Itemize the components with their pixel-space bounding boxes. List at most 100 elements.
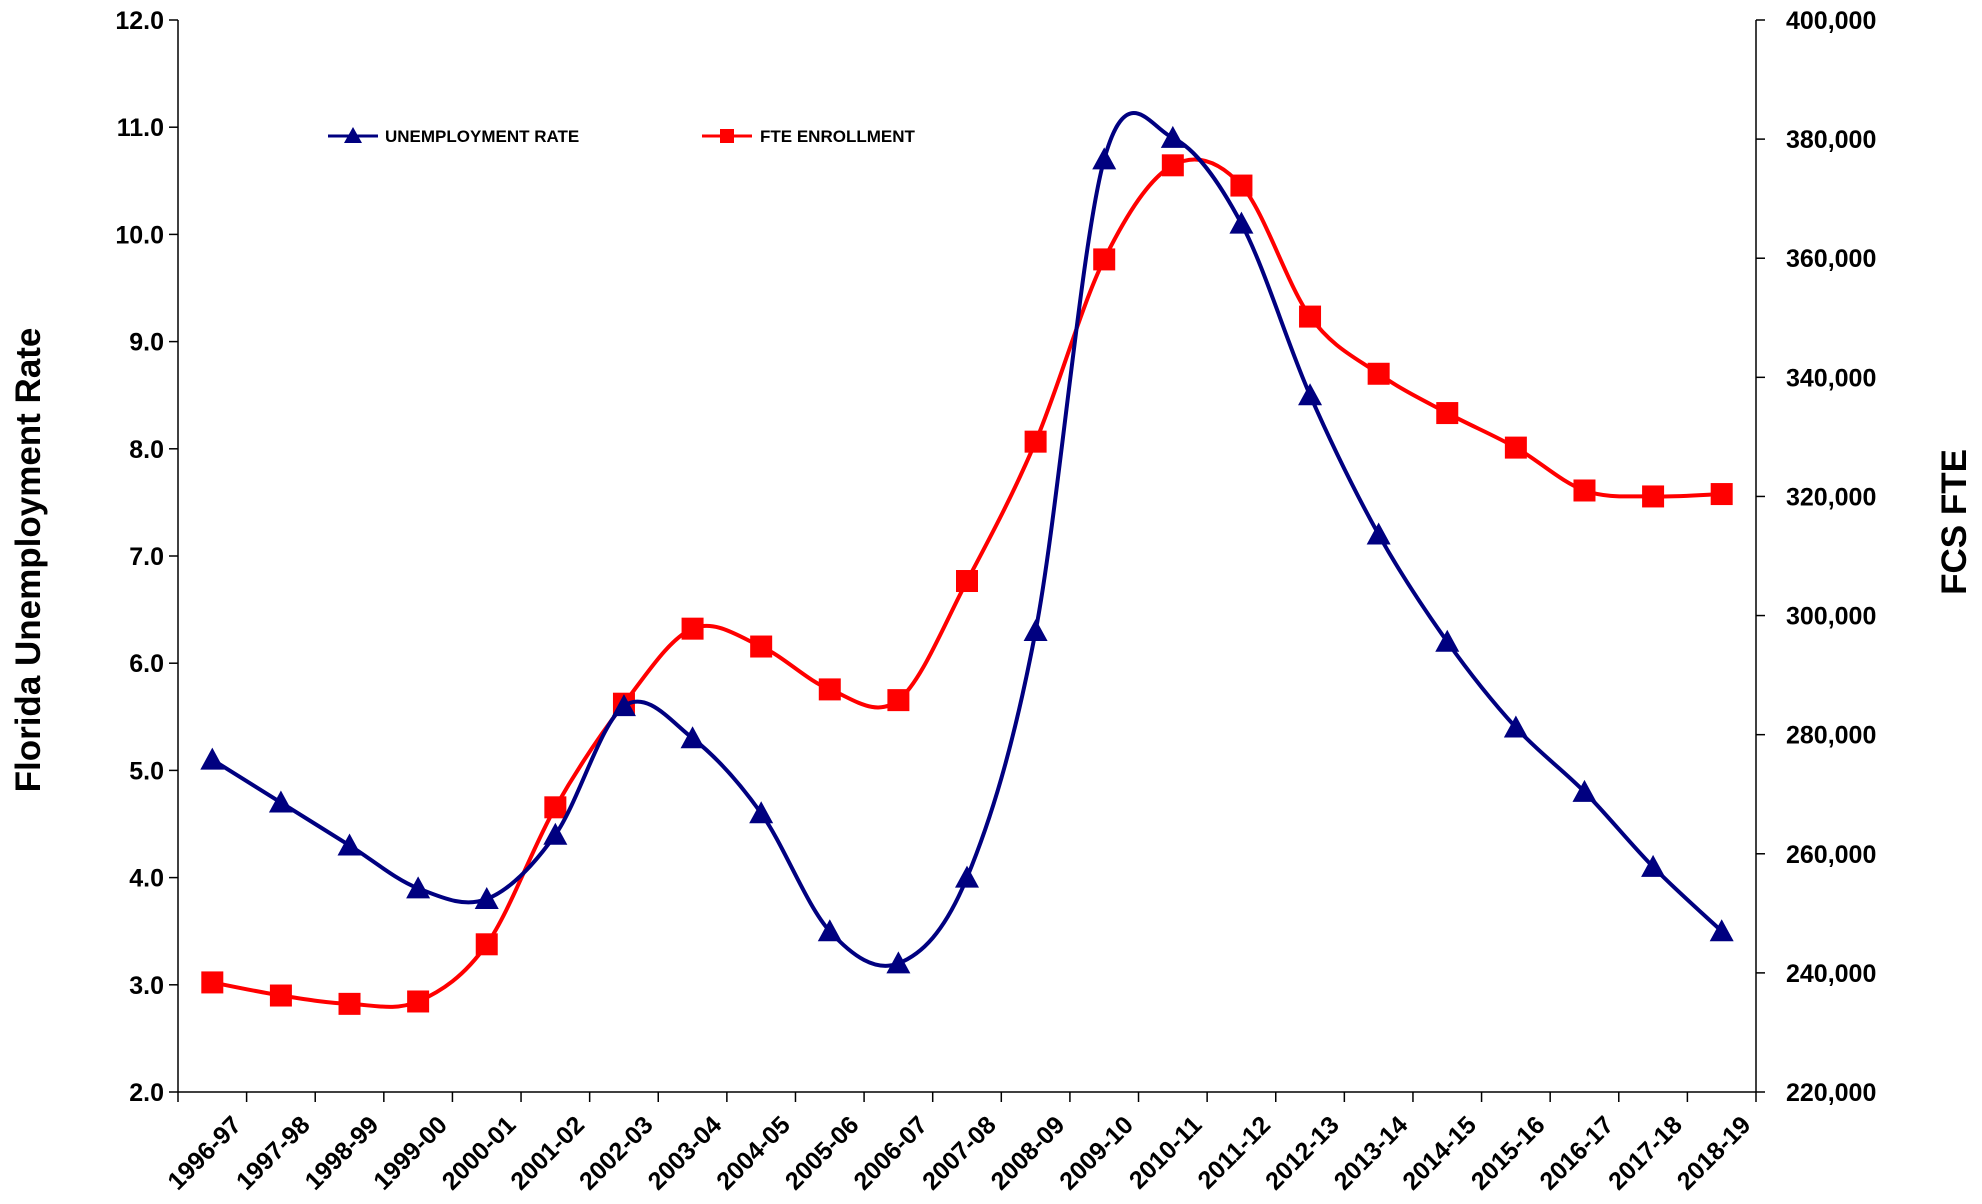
point-unemployment: [955, 865, 979, 888]
x-axis-ticks: 1996-971997-981998-991999-002000-012001-…: [162, 1092, 1757, 1196]
point-unemployment: [543, 822, 568, 845]
x-tick-label: 1999-00: [368, 1111, 453, 1196]
left-tick-label: 8.0: [129, 436, 164, 464]
point-fte: [681, 617, 704, 640]
point-fte: [887, 689, 910, 712]
left-tick-label: 10.0: [115, 221, 164, 249]
x-tick-label: 2005-06: [780, 1111, 865, 1196]
x-tick-label: 2018-19: [1672, 1111, 1757, 1196]
point-unemployment: [474, 887, 499, 910]
right-tick-label: 280,000: [1786, 722, 1876, 750]
point-unemployment: [1572, 779, 1597, 802]
left-tick-label: 4.0: [129, 865, 164, 893]
legend: UNEMPLOYMENT RATE FTE ENROLLMENT: [328, 127, 915, 146]
x-tick-label: 2017-18: [1603, 1111, 1688, 1196]
point-fte: [475, 933, 498, 956]
point-fte: [1573, 479, 1596, 502]
point-unemployment: [611, 694, 636, 717]
right-tick-label: 240,000: [1786, 960, 1876, 988]
axes: [177, 20, 1757, 1093]
point-fte: [269, 984, 292, 1007]
x-tick-label: 1998-99: [300, 1111, 385, 1196]
x-tick-label: 2007-08: [917, 1111, 1002, 1196]
point-unemployment: [1366, 522, 1391, 545]
point-unemployment: [749, 801, 774, 824]
legend-marker-triangle: [344, 127, 362, 143]
point-fte: [1161, 154, 1184, 177]
x-tick-label: 1997-98: [231, 1111, 316, 1196]
point-fte: [1230, 174, 1253, 197]
point-unemployment: [817, 919, 842, 942]
point-fte: [1367, 362, 1390, 385]
point-fte: [818, 678, 841, 701]
legend-marker-square: [720, 129, 734, 143]
right-axis-title: FCS FTE: [1935, 449, 1974, 595]
left-axis-ticks: 2.0 3.0 4.0 5.0 6.0 7.0 8.0 9.0 10.0 11.0 12.0: [115, 7, 178, 1107]
right-tick-label: 320,000: [1786, 483, 1876, 511]
right-tick-label: 360,000: [1786, 245, 1876, 273]
right-tick-label: 340,000: [1786, 364, 1876, 392]
left-tick-label: 11.0: [117, 114, 164, 142]
right-tick-label: 400,000: [1786, 7, 1876, 35]
x-tick-label: 2013-14: [1329, 1111, 1414, 1196]
x-tick-label: 2006-07: [848, 1111, 933, 1196]
point-unemployment: [200, 747, 225, 770]
right-tick-label: 300,000: [1786, 603, 1876, 631]
left-tick-label: 5.0: [129, 757, 164, 785]
point-fte: [1093, 248, 1116, 271]
point-unemployment: [1298, 383, 1323, 406]
x-tick-label: 2016-17: [1534, 1111, 1619, 1196]
point-fte: [1299, 305, 1322, 328]
x-tick-label: 2004-05: [711, 1111, 796, 1196]
point-unemployment: [1023, 619, 1048, 642]
point-fte: [750, 635, 773, 658]
x-tick-label: 2010-11: [1124, 1111, 1208, 1195]
right-tick-label: 260,000: [1786, 841, 1876, 869]
point-unemployment: [1160, 125, 1185, 148]
x-tick-label: 2009-10: [1054, 1111, 1139, 1196]
point-unemployment: [886, 951, 911, 974]
left-axis-title: Florida Unemployment Rate: [9, 328, 48, 793]
x-tick-label: 2012-13: [1260, 1111, 1345, 1196]
point-unemployment: [1229, 211, 1254, 234]
point-fte: [201, 971, 224, 994]
series-layer: [200, 111, 1734, 1015]
point-fte: [1504, 436, 1527, 459]
point-fte: [407, 990, 430, 1013]
x-tick-label: 2002-03: [574, 1111, 659, 1196]
x-tick-label: 2001-02: [505, 1111, 590, 1196]
x-tick-label: 2011-12: [1192, 1111, 1276, 1195]
point-unemployment: [406, 876, 431, 899]
point-unemployment: [680, 726, 705, 749]
left-tick-label: 9.0: [129, 329, 164, 357]
legend-label-unemployment: UNEMPLOYMENT RATE: [385, 127, 579, 146]
x-tick-label: 2003-04: [643, 1111, 728, 1196]
point-fte: [1642, 485, 1665, 508]
right-tick-label: 220,000: [1786, 1079, 1876, 1107]
series-line-unemployment: [211, 111, 1724, 968]
x-tick-label: 2000-01: [437, 1111, 522, 1196]
point-unemployment: [1503, 715, 1528, 738]
left-tick-label: 6.0: [129, 650, 164, 678]
left-tick-label: 7.0: [129, 543, 164, 571]
left-tick-label: 12.0: [115, 7, 164, 35]
point-fte: [544, 796, 567, 819]
point-fte: [956, 570, 978, 593]
point-fte: [1436, 402, 1459, 425]
left-tick-label: 3.0: [129, 972, 164, 1000]
point-fte: [338, 992, 361, 1015]
point-fte: [1710, 483, 1733, 506]
left-tick-label: 2.0: [129, 1079, 164, 1107]
x-tick-label: 2008-09: [986, 1111, 1071, 1196]
point-unemployment: [337, 833, 362, 856]
point-unemployment: [1435, 629, 1460, 652]
point-unemployment: [268, 790, 293, 813]
point-unemployment: [1709, 919, 1734, 942]
point-fte: [1024, 430, 1047, 453]
legend-label-fte: FTE ENROLLMENT: [760, 127, 915, 146]
point-unemployment: [1092, 147, 1117, 170]
right-tick-label: 380,000: [1786, 126, 1876, 154]
point-unemployment: [1641, 854, 1666, 877]
right-axis-ticks: 220,000 240,000 260,000 280,000 300,000 320,0…: [1756, 7, 1876, 1107]
